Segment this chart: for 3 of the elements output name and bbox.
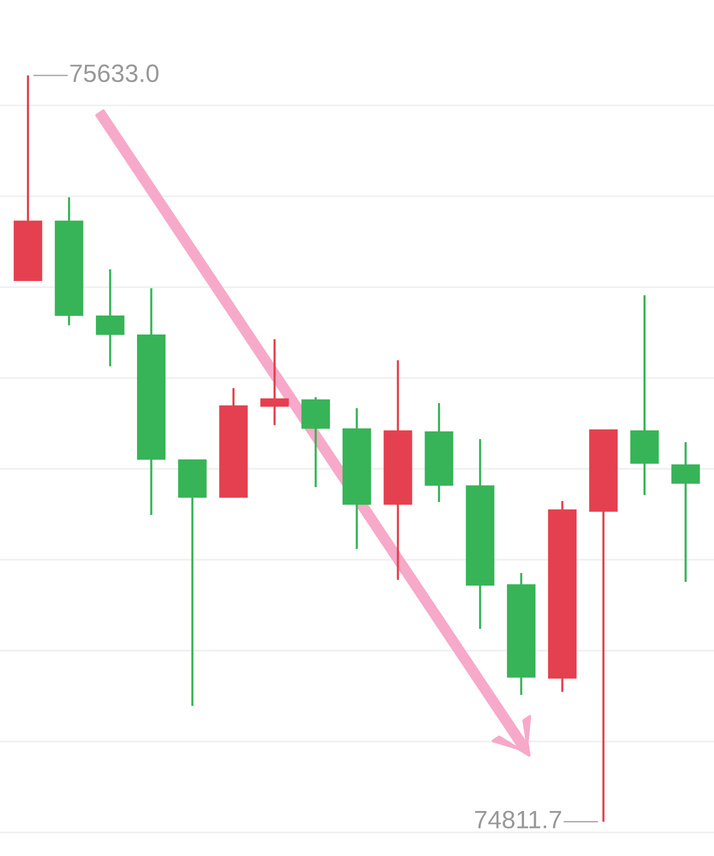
annotation: 75633.0: [70, 64, 158, 82]
annotation: 74811.7: [475, 810, 562, 828]
candlestick: [260, 338, 289, 426]
